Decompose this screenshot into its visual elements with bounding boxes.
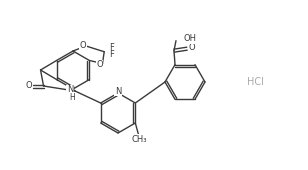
- Text: O: O: [96, 60, 103, 69]
- Text: O: O: [80, 40, 86, 49]
- Text: F: F: [109, 43, 114, 52]
- Text: O: O: [189, 43, 195, 52]
- Text: OH: OH: [183, 34, 196, 43]
- Text: H: H: [69, 92, 75, 101]
- Text: O: O: [25, 81, 32, 90]
- Text: F: F: [109, 50, 114, 59]
- Text: N: N: [67, 86, 73, 95]
- Text: N: N: [115, 87, 121, 96]
- Text: CH₃: CH₃: [132, 134, 147, 143]
- Text: HCl: HCl: [247, 77, 263, 87]
